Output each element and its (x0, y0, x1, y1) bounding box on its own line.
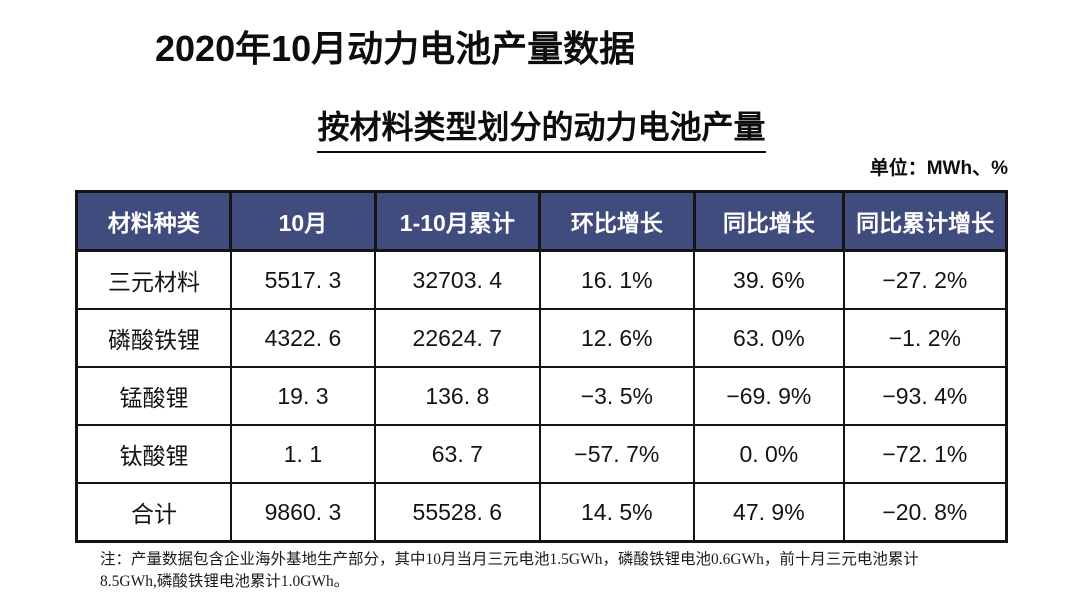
subtitle-wrap: 按材料类型划分的动力电池产量 (75, 102, 1008, 153)
page-title: 2020年10月动力电池产量数据 (155, 28, 636, 69)
cell-yoy-cumulative: −20. 8% (842, 482, 1008, 543)
cell-mom: 14. 5% (538, 482, 696, 543)
cell-yoy-cumulative: −27. 2% (842, 249, 1008, 310)
cell-cumulative: 32703. 4 (374, 249, 541, 310)
footnote-line-2: 8.5GWh,磷酸铁锂电池累计1.0GWh。 (100, 573, 350, 591)
cell-material: 磷酸铁锂 (75, 308, 232, 368)
cell-mom: 12. 6% (538, 308, 696, 368)
table-header-row: 材料种类 10月 1-10月累计 环比增长 同比增长 同比累计增长 (74, 190, 1008, 252)
header-yoy-cumulative-growth: 同比累计增长 (842, 190, 1008, 252)
cell-yoy: −69. 9% (693, 366, 845, 426)
table-row: 三元材料 5517. 3 32703. 4 16. 1% 39. 6% −27.… (75, 249, 1008, 310)
cell-yoy: 47. 9% (693, 482, 845, 543)
cell-oct: 9860. 3 (229, 482, 377, 543)
cell-oct: 4322. 6 (229, 308, 377, 368)
header-material-type: 材料种类 (74, 190, 233, 252)
cell-yoy-cumulative: −1. 2% (842, 308, 1008, 368)
footnote-line-1: 注：产量数据包含企业海外基地生产部分，其中10月当月三元电池1.5GWh，磷酸铁… (100, 551, 919, 568)
cell-cumulative: 55528. 6 (374, 482, 541, 543)
cell-yoy-cumulative: −72. 1% (842, 424, 1008, 484)
header-jan-oct-cumulative: 1-10月累计 (373, 190, 542, 252)
cell-yoy-cumulative: −93. 4% (842, 366, 1008, 426)
table-row-total: 合计 9860. 3 55528. 6 14. 5% 47. 9% −20. 8… (75, 482, 1008, 543)
cell-mom: −3. 5% (538, 366, 696, 426)
cell-material: 钛酸锂 (75, 424, 232, 484)
cell-cumulative: 63. 7 (374, 424, 541, 484)
cell-cumulative: 22624. 7 (374, 308, 541, 368)
cell-oct: 1. 1 (229, 424, 377, 484)
header-october: 10月 (229, 190, 377, 252)
header-mom-growth: 环比增长 (538, 190, 696, 252)
battery-production-table: 材料种类 10月 1-10月累计 环比增长 同比增长 同比累计增长 三元材料 5… (74, 190, 1008, 543)
cell-yoy: 39. 6% (693, 249, 845, 310)
cell-material: 合计 (75, 482, 232, 543)
unit-label: 单位：MWh、% (869, 158, 1008, 179)
table-row: 锰酸锂 19. 3 136. 8 −3. 5% −69. 9% −93. 4% (75, 366, 1008, 426)
cell-oct: 19. 3 (229, 366, 377, 426)
cell-mom: 16. 1% (538, 249, 696, 310)
table-row: 磷酸铁锂 4322. 6 22624. 7 12. 6% 63. 0% −1. … (75, 308, 1008, 368)
cell-mom: −57. 7% (538, 424, 696, 484)
table-subtitle: 按材料类型划分的动力电池产量 (317, 102, 766, 153)
cell-yoy: 63. 0% (693, 308, 845, 368)
cell-cumulative: 136. 8 (374, 366, 541, 426)
cell-material: 锰酸锂 (75, 366, 232, 426)
cell-oct: 5517. 3 (229, 249, 377, 310)
table-row: 钛酸锂 1. 1 63. 7 −57. 7% 0. 0% −72. 1% (75, 424, 1008, 484)
footnote: 注：产量数据包含企业海外基地生产部分，其中10月当月三元电池1.5GWh，磷酸铁… (100, 549, 990, 594)
header-yoy-growth: 同比增长 (692, 190, 846, 252)
cell-material: 三元材料 (75, 249, 232, 310)
cell-yoy: 0. 0% (693, 424, 845, 484)
